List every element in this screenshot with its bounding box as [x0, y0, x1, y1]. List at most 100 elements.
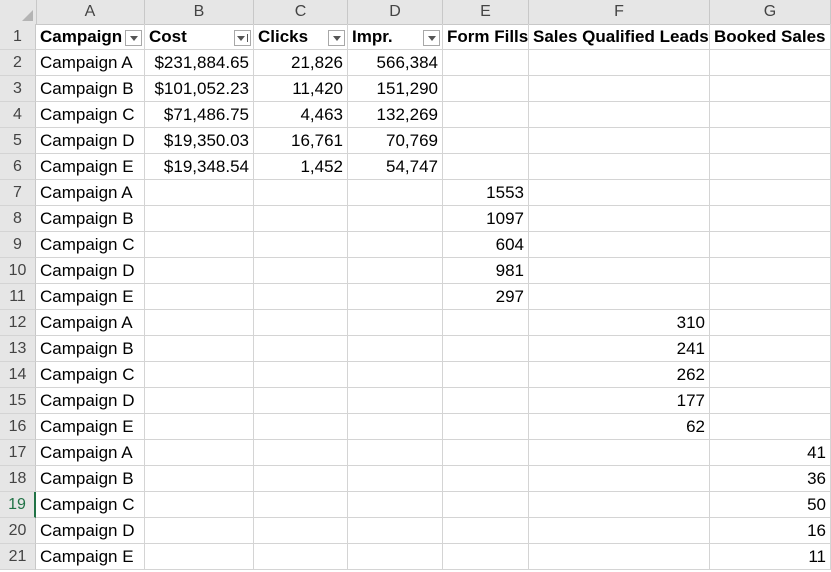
cell-f1[interactable]: Sales Qualified Leads — [529, 24, 710, 50]
cell-a7[interactable]: Campaign A — [36, 180, 145, 206]
row-header-12[interactable]: 12 — [0, 310, 36, 336]
row-header-11[interactable]: 11 — [0, 284, 36, 310]
row-header-17[interactable]: 17 — [0, 440, 36, 466]
cell-g15[interactable] — [710, 388, 831, 414]
cell-a19[interactable]: Campaign C — [36, 492, 145, 518]
cell-a1[interactable]: Campaign — [36, 24, 145, 50]
row-header-18[interactable]: 18 — [0, 466, 36, 492]
cell-d17[interactable] — [348, 440, 443, 466]
row-header-15[interactable]: 15 — [0, 388, 36, 414]
cell-g8[interactable] — [710, 206, 831, 232]
cell-g13[interactable] — [710, 336, 831, 362]
cell-g12[interactable] — [710, 310, 831, 336]
cell-d3[interactable]: 151,290 — [348, 76, 443, 102]
cell-c11[interactable] — [254, 284, 348, 310]
row-header-6[interactable]: 6 — [0, 154, 36, 180]
row-header-1[interactable]: 1 — [0, 24, 36, 50]
cell-d16[interactable] — [348, 414, 443, 440]
filter-dropdown-a[interactable] — [125, 30, 142, 46]
cell-a5[interactable]: Campaign D — [36, 128, 145, 154]
cell-f11[interactable] — [529, 284, 710, 310]
cell-f20[interactable] — [529, 518, 710, 544]
cell-e3[interactable] — [443, 76, 529, 102]
cell-c8[interactable] — [254, 206, 348, 232]
column-header-c[interactable]: C — [254, 0, 348, 24]
cell-b14[interactable] — [145, 362, 254, 388]
cell-a21[interactable]: Campaign E — [36, 544, 145, 570]
row-header-20[interactable]: 20 — [0, 518, 36, 544]
cell-b7[interactable] — [145, 180, 254, 206]
cell-b13[interactable] — [145, 336, 254, 362]
cell-a8[interactable]: Campaign B — [36, 206, 145, 232]
cell-c3[interactable]: 11,420 — [254, 76, 348, 102]
cell-d4[interactable]: 132,269 — [348, 102, 443, 128]
cell-e5[interactable] — [443, 128, 529, 154]
cell-a9[interactable]: Campaign C — [36, 232, 145, 258]
column-header-a[interactable]: A — [36, 0, 145, 24]
cell-c4[interactable]: 4,463 — [254, 102, 348, 128]
cell-c18[interactable] — [254, 466, 348, 492]
cell-e19[interactable] — [443, 492, 529, 518]
cell-c19[interactable] — [254, 492, 348, 518]
cell-d21[interactable] — [348, 544, 443, 570]
cell-d19[interactable] — [348, 492, 443, 518]
cell-e11[interactable]: 297 — [443, 284, 529, 310]
cell-c17[interactable] — [254, 440, 348, 466]
cell-c9[interactable] — [254, 232, 348, 258]
cell-f9[interactable] — [529, 232, 710, 258]
cell-c15[interactable] — [254, 388, 348, 414]
cell-c7[interactable] — [254, 180, 348, 206]
cell-d1[interactable]: Impr. — [348, 24, 443, 50]
cell-e20[interactable] — [443, 518, 529, 544]
cell-f14[interactable]: 262 — [529, 362, 710, 388]
cell-g18[interactable]: 36 — [710, 466, 831, 492]
column-header-e[interactable]: E — [443, 0, 529, 24]
row-header-19[interactable]: 19 — [0, 492, 36, 518]
cell-a6[interactable]: Campaign E — [36, 154, 145, 180]
sort-filter-dropdown-b[interactable] — [234, 30, 251, 46]
cell-g6[interactable] — [710, 154, 831, 180]
cell-b21[interactable] — [145, 544, 254, 570]
row-header-14[interactable]: 14 — [0, 362, 36, 388]
cell-d12[interactable] — [348, 310, 443, 336]
cell-f18[interactable] — [529, 466, 710, 492]
cell-g19[interactable]: 50 — [710, 492, 831, 518]
cell-a17[interactable]: Campaign A — [36, 440, 145, 466]
cell-g16[interactable] — [710, 414, 831, 440]
cell-e8[interactable]: 1097 — [443, 206, 529, 232]
row-header-7[interactable]: 7 — [0, 180, 36, 206]
cell-b9[interactable] — [145, 232, 254, 258]
cell-c6[interactable]: 1,452 — [254, 154, 348, 180]
cell-b2[interactable]: $231,884.65 — [145, 50, 254, 76]
cell-f8[interactable] — [529, 206, 710, 232]
cell-d13[interactable] — [348, 336, 443, 362]
cell-b17[interactable] — [145, 440, 254, 466]
cell-e15[interactable] — [443, 388, 529, 414]
cell-f16[interactable]: 62 — [529, 414, 710, 440]
cell-c12[interactable] — [254, 310, 348, 336]
cell-a3[interactable]: Campaign B — [36, 76, 145, 102]
cell-d7[interactable] — [348, 180, 443, 206]
cell-b1[interactable]: Cost — [145, 24, 254, 50]
cell-a15[interactable]: Campaign D — [36, 388, 145, 414]
cell-c2[interactable]: 21,826 — [254, 50, 348, 76]
cell-d10[interactable] — [348, 258, 443, 284]
cell-f13[interactable]: 241 — [529, 336, 710, 362]
cell-g9[interactable] — [710, 232, 831, 258]
column-header-g[interactable]: G — [710, 0, 831, 24]
cell-e6[interactable] — [443, 154, 529, 180]
cell-d8[interactable] — [348, 206, 443, 232]
cell-g1[interactable]: Booked Sales — [710, 24, 831, 50]
cell-f10[interactable] — [529, 258, 710, 284]
cell-a12[interactable]: Campaign A — [36, 310, 145, 336]
cell-e2[interactable] — [443, 50, 529, 76]
row-header-9[interactable]: 9 — [0, 232, 36, 258]
cell-b11[interactable] — [145, 284, 254, 310]
cell-d18[interactable] — [348, 466, 443, 492]
cell-a4[interactable]: Campaign C — [36, 102, 145, 128]
cell-f17[interactable] — [529, 440, 710, 466]
cell-b8[interactable] — [145, 206, 254, 232]
cell-c20[interactable] — [254, 518, 348, 544]
cell-g10[interactable] — [710, 258, 831, 284]
